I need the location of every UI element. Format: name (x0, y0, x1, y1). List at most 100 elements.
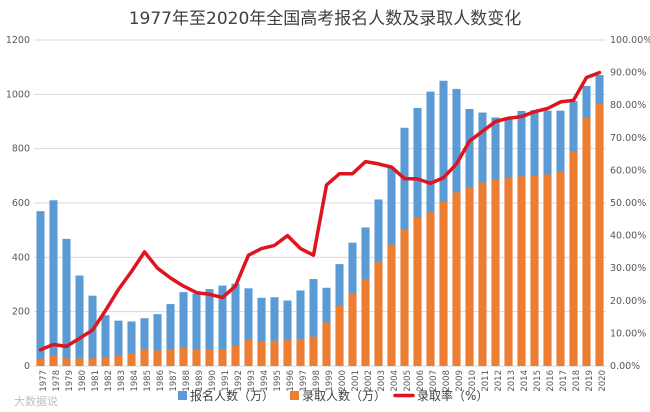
legend-label: 录取率（%） (417, 388, 488, 403)
x-tick-label: 1981 (91, 370, 101, 392)
x-tick-label: 1990 (208, 370, 218, 392)
bar-admitted (140, 349, 149, 366)
bar-admitted (465, 187, 474, 366)
y-axis-left-labels: 0 200 400 600 800 1000 1200 (6, 35, 30, 372)
x-tick-label: 2012 (494, 370, 504, 392)
y2-tick-label: 90.00% (610, 68, 646, 79)
bar-admitted (335, 305, 344, 366)
bar-admitted (400, 229, 409, 366)
x-tick-label: 2014 (520, 370, 530, 392)
bar-admitted (127, 352, 136, 366)
bar-admitted (595, 103, 604, 366)
x-tick-label: 2020 (598, 370, 608, 392)
bar-registered (296, 290, 305, 366)
x-tick-label: 1985 (143, 370, 153, 392)
bar-admitted (504, 177, 513, 366)
bar-registered (36, 211, 45, 366)
bar-registered (114, 320, 123, 366)
bar-admitted (439, 201, 448, 366)
y2-tick-label: 60.00% (610, 165, 646, 176)
x-tick-label: 1995 (273, 370, 283, 392)
bar-admitted (114, 355, 123, 366)
x-axis-labels: 1977 1978 1979 1980 1981 1982 1983 1984 1985 1986… (39, 370, 608, 392)
bar-admitted (75, 358, 84, 366)
bar-admitted (49, 355, 58, 366)
bar-registered (257, 297, 266, 366)
bar-admitted (257, 341, 266, 366)
bar-admitted (374, 262, 383, 366)
x-tick-label: 2007 (429, 370, 439, 392)
x-tick-label: 2004 (390, 370, 400, 392)
bar-admitted (582, 117, 591, 367)
x-tick-label: 2009 (455, 370, 465, 392)
y-tick-label: 0 (24, 361, 30, 372)
y-tick-label: 1200 (6, 35, 30, 46)
bar-admitted (478, 182, 487, 366)
x-tick-label: 2001 (351, 370, 361, 392)
chart-title: 1977年至2020年全国高考报名人数及录取人数变化 (129, 9, 522, 29)
bar-admitted (192, 349, 201, 366)
bar-admitted (491, 179, 500, 366)
bar-admitted (205, 349, 214, 366)
bar-registered (75, 275, 84, 366)
y-axis-right-labels: 0.00% 10.00% 20.00% 30.00% 40.00% 50.00% 60.00… (610, 35, 650, 372)
bar-registered (283, 300, 292, 366)
y2-tick-label: 80.00% (610, 100, 646, 111)
bar-registered (127, 321, 136, 366)
x-tick-label: 1993 (247, 370, 257, 392)
bar-admitted (218, 349, 227, 366)
legend-swatch (178, 391, 187, 400)
x-tick-label: 1984 (130, 370, 140, 392)
bar-admitted (296, 338, 305, 366)
bar-admitted (101, 357, 110, 366)
x-tick-label: 2003 (377, 370, 387, 392)
bar-registered (244, 288, 253, 366)
y2-tick-label: 100.00% (610, 35, 650, 46)
x-tick-label: 1989 (195, 370, 205, 392)
x-tick-label: 1983 (117, 370, 127, 392)
bar-admitted (556, 171, 565, 366)
y-tick-label: 1000 (6, 89, 30, 100)
bar-registered (309, 279, 318, 366)
x-tick-label: 2015 (533, 370, 543, 392)
bar-admitted (270, 340, 279, 366)
bar-admitted (244, 339, 253, 366)
x-tick-label: 2017 (559, 370, 569, 392)
bar-admitted (166, 349, 175, 366)
bar-admitted (36, 358, 45, 366)
x-tick-label: 1988 (182, 370, 192, 392)
x-tick-label: 1992 (234, 370, 244, 392)
x-tick-label: 1994 (260, 370, 270, 392)
x-tick-label: 1982 (104, 370, 114, 392)
bar-registered (231, 283, 240, 366)
bar-registered (140, 318, 149, 366)
x-tick-label: 2000 (338, 370, 348, 392)
x-tick-label: 2008 (442, 370, 452, 392)
bar-admitted (283, 339, 292, 366)
bar-registered (166, 304, 175, 366)
x-tick-label: 1986 (156, 370, 166, 392)
bar-admitted (348, 293, 357, 366)
y-tick-label: 600 (12, 198, 30, 209)
x-tick-label: 2011 (481, 370, 491, 392)
x-tick-label: 1979 (65, 370, 75, 392)
bar-admitted (361, 279, 370, 366)
legend: 报名人数（万） 录取人数（万） 录取率（%） (178, 388, 488, 403)
bar-admitted (179, 347, 188, 366)
bar-admitted (231, 345, 240, 366)
bar-admitted (413, 217, 422, 366)
y2-tick-label: 10.00% (610, 328, 646, 339)
y-tick-label: 200 (12, 307, 30, 318)
x-tick-label: 2019 (585, 370, 595, 392)
bar-admitted (309, 336, 318, 366)
x-tick-label: 2010 (468, 370, 478, 392)
bar-series (36, 75, 604, 367)
bar-admitted (387, 244, 396, 366)
x-tick-label: 2002 (364, 370, 374, 392)
x-tick-label: 1980 (78, 370, 88, 392)
y2-tick-label: 70.00% (610, 133, 646, 144)
rate-line (38, 70, 602, 352)
bar-admitted (426, 212, 435, 366)
bar-admitted (452, 192, 461, 366)
